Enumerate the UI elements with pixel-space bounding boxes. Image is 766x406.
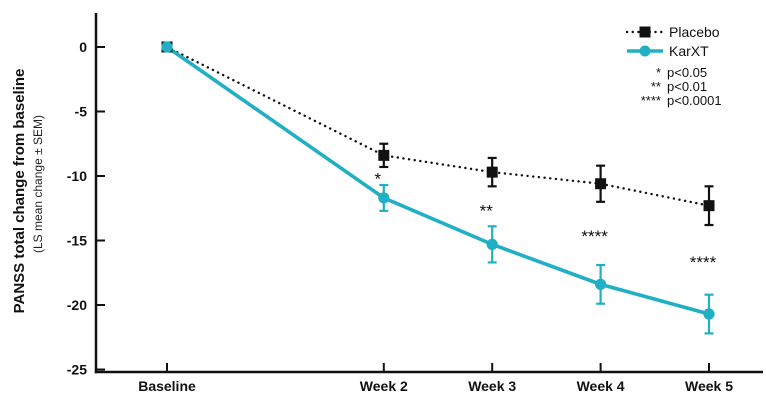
y-tick-label: -10 <box>67 168 87 184</box>
marker-karxt <box>595 278 607 290</box>
marker-placebo <box>378 149 390 161</box>
axes: 0 -5 -10 -15 -20 -25 Baseline Week 2 Week 3 Week … <box>67 13 763 394</box>
legend-marker-square <box>639 26 651 38</box>
legend-marker-circle <box>639 45 651 57</box>
legend-significance-row: **** p<0.0001 <box>641 93 722 108</box>
significance-symbol: ** <box>651 79 661 94</box>
significance-marker: ** <box>480 201 494 220</box>
y-tick-label: -20 <box>67 297 87 313</box>
significance-marker: * <box>374 170 381 189</box>
legend: Placebo KarXT * p<0.05 ** p<0.01 **** p<0.0001 <box>625 24 722 108</box>
significance-label: p<0.05 <box>667 65 707 80</box>
x-tick-label: Week 2 <box>360 378 408 394</box>
y-axis-subtitle: (LS mean change ± SEM) <box>31 115 45 253</box>
series-markers <box>161 41 715 320</box>
series-line-placebo <box>165 45 711 207</box>
significance-label: p<0.0001 <box>667 93 722 108</box>
marker-karxt <box>703 308 715 320</box>
x-tick-label: Week 3 <box>468 378 516 394</box>
y-tick-label: -5 <box>75 104 88 120</box>
series-lines <box>165 45 711 316</box>
marker-placebo <box>703 200 715 212</box>
y-tick-label: -25 <box>67 362 87 378</box>
significance-label: p<0.01 <box>667 79 707 94</box>
y-tick-label: -15 <box>67 233 87 249</box>
marker-karxt <box>486 238 498 250</box>
significance-symbol: * <box>656 65 661 80</box>
x-tick-label: Week 4 <box>577 378 625 394</box>
significance-annotations: *********** <box>374 170 716 272</box>
marker-karxt <box>161 41 173 53</box>
legend-entry-placebo: Placebo <box>625 24 720 40</box>
significance-marker: **** <box>581 227 608 246</box>
significance-symbol: **** <box>641 93 661 108</box>
legend-entry-karxt: KarXT <box>627 43 709 59</box>
y-axis-title: PANSS total change from baseline <box>11 69 28 314</box>
legend-label: Placebo <box>669 24 720 40</box>
x-tick-label: Baseline <box>138 378 196 394</box>
legend-label: KarXT <box>669 43 709 59</box>
legend-significance-row: * p<0.05 <box>656 65 707 80</box>
error-bars <box>379 142 714 335</box>
y-tick-label: 0 <box>79 39 87 55</box>
legend-significance-row: ** p<0.01 <box>651 79 707 94</box>
significance-marker: **** <box>690 253 717 272</box>
marker-placebo <box>595 178 607 190</box>
marker-karxt <box>378 192 390 204</box>
marker-placebo <box>486 166 498 178</box>
x-tick-label: Week 5 <box>685 378 733 394</box>
